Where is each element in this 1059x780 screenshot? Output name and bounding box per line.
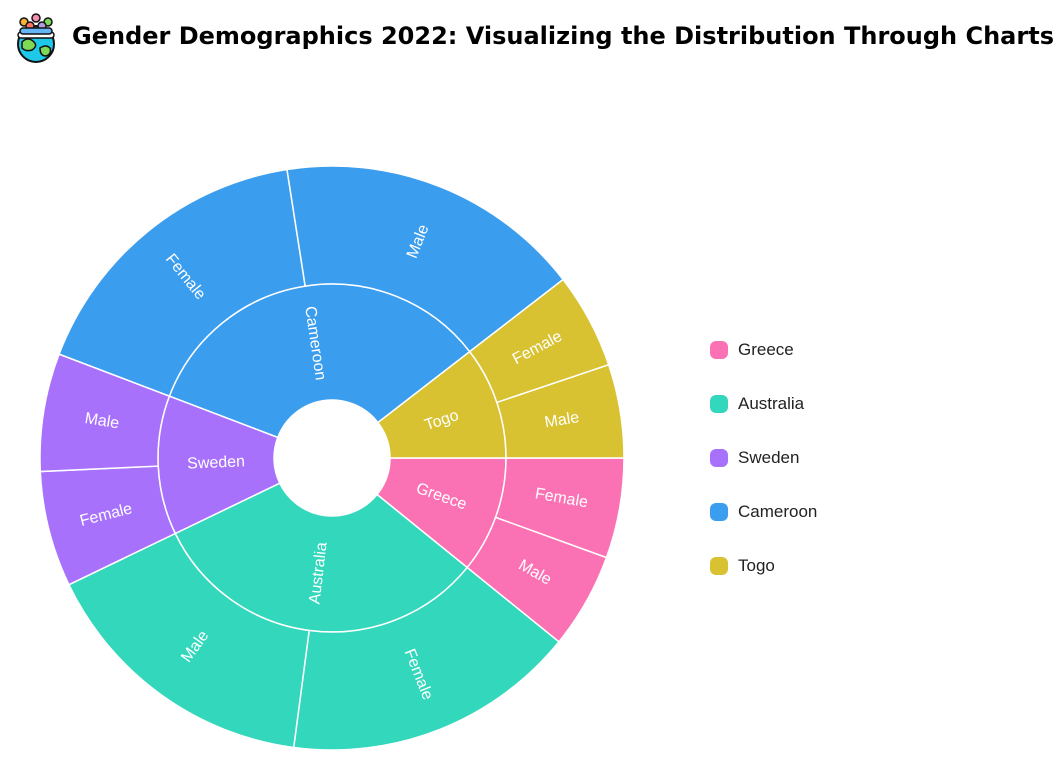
legend-item-togo[interactable]: Togo (710, 554, 817, 578)
legend-label: Australia (738, 394, 805, 413)
people-globe-icon (17, 13, 55, 63)
legend-item-australia[interactable]: Australia (710, 392, 817, 416)
legend-label: Cameroon (738, 502, 818, 521)
segment-togo-male[interactable] (495, 363, 625, 459)
chart-legend: Greece Australia Sweden Cameroon Togo (710, 338, 817, 608)
legend-label: Togo (738, 556, 775, 575)
legend-swatch (710, 557, 728, 575)
legend-swatch (710, 503, 728, 521)
legend-swatch (710, 341, 728, 359)
legend-item-greece[interactable]: Greece (710, 338, 817, 362)
segment-cameroon-female[interactable] (58, 168, 307, 398)
segment-label-sweden: Sweden (187, 453, 245, 472)
legend-swatch (710, 395, 728, 413)
legend-label: Sweden (738, 448, 800, 467)
legend-item-cameroon[interactable]: Cameroon (710, 500, 817, 524)
segment-label-sweden-male: Male (83, 410, 120, 432)
chart-title: Gender Demographics 2022: Visualizing th… (72, 22, 1054, 50)
legend-swatch (710, 449, 728, 467)
segment-australia-male[interactable] (67, 532, 311, 749)
chart-header: Gender Demographics 2022: Visualizing th… (8, 8, 1054, 64)
segment-label-togo-male: Male (543, 409, 580, 431)
legend-label: Greece (738, 340, 794, 359)
segment-cameroon-male[interactable] (286, 165, 565, 353)
legend-item-sweden[interactable]: Sweden (710, 446, 817, 470)
